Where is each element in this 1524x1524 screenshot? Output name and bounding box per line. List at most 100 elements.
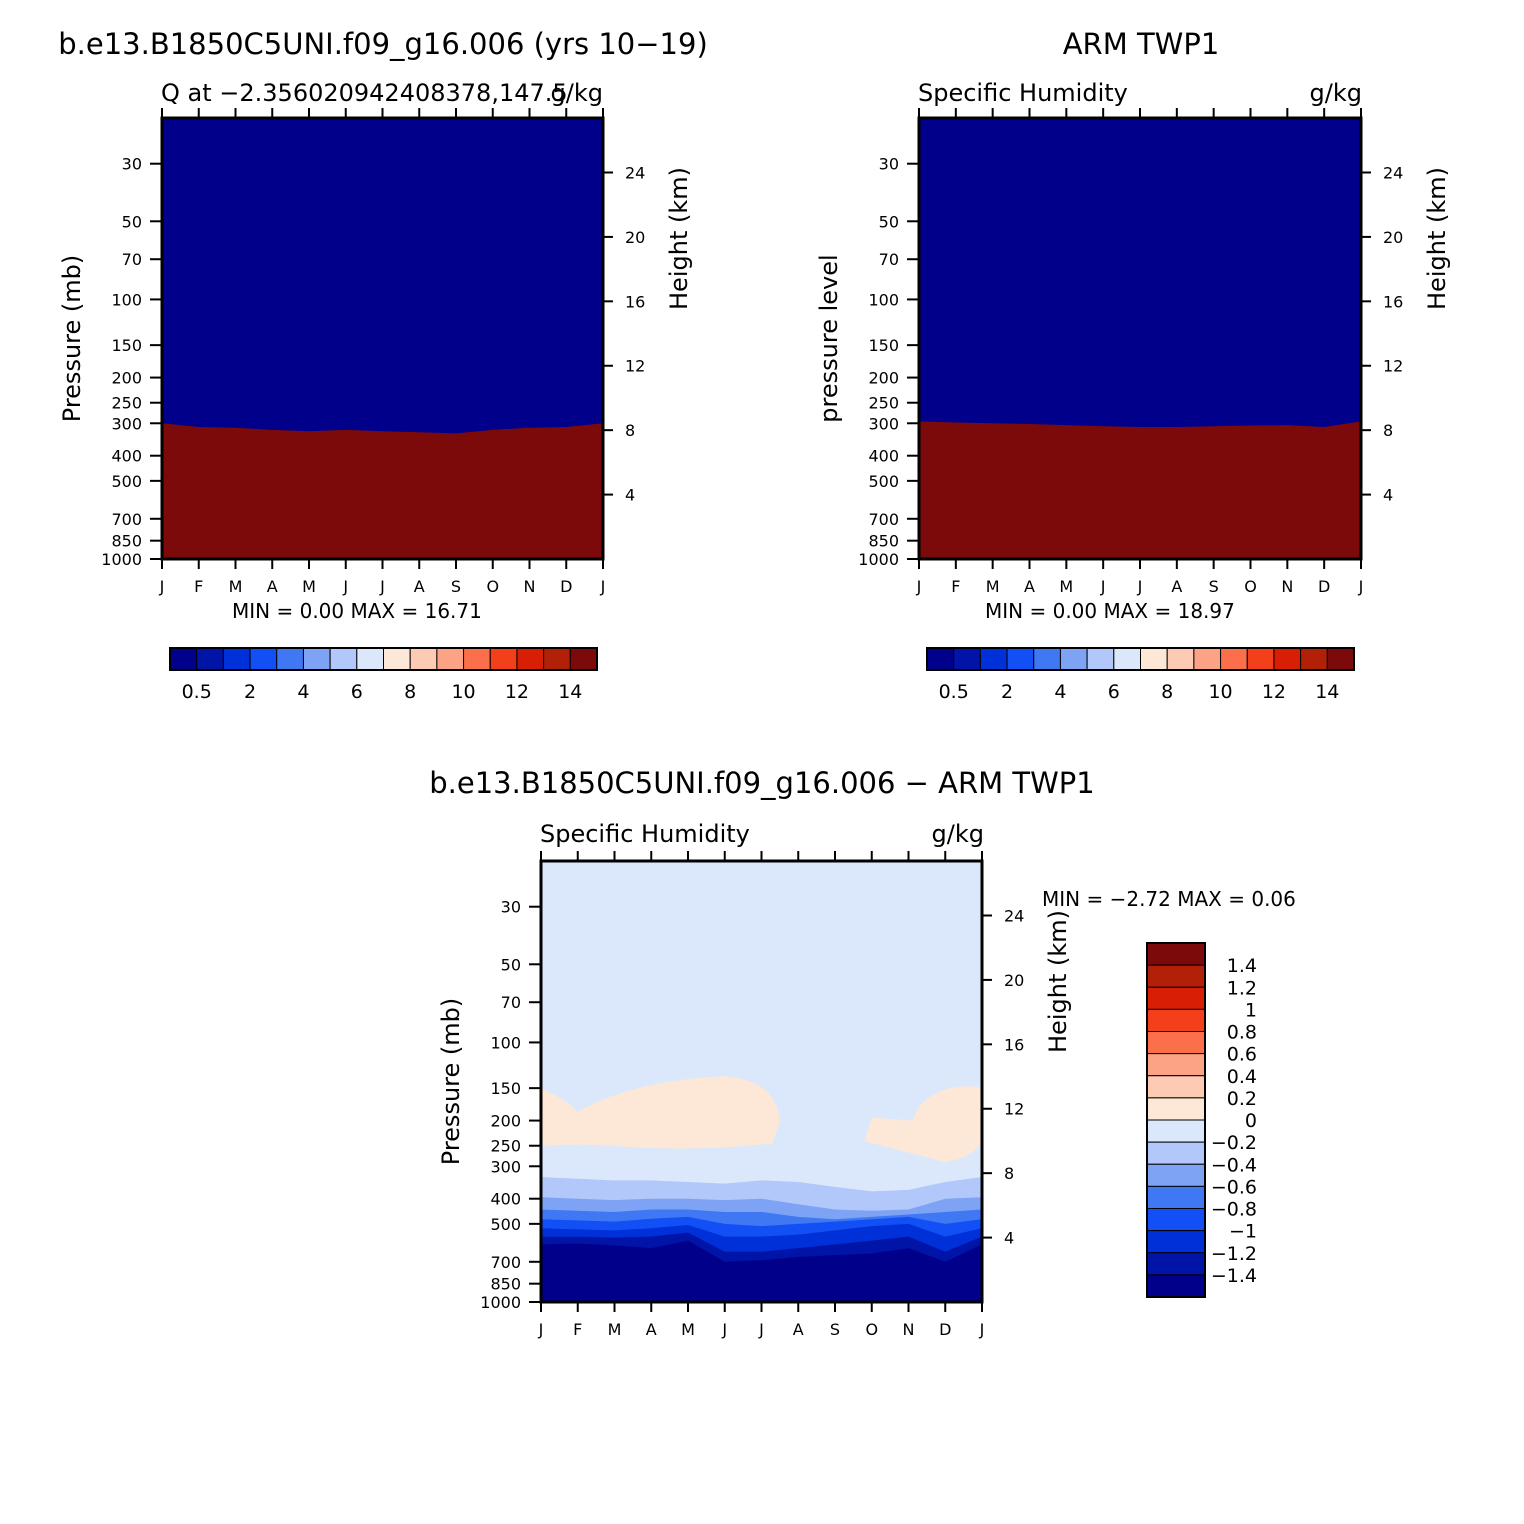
stats-text: MIN = 0.00 MAX = 16.71	[232, 599, 482, 623]
colorbar-cell	[1273, 647, 1302, 671]
colorbar-cell	[543, 647, 571, 671]
y-tick-label: 400	[868, 447, 899, 466]
colorbar-cell	[1146, 986, 1206, 1010]
x-tick-label: J	[538, 1320, 544, 1339]
colorbar-label: 4	[1054, 681, 1066, 703]
y2-tick-label: 20	[1383, 228, 1403, 247]
y-tick-label: 150	[490, 1079, 521, 1098]
x-tick-label: F	[194, 577, 203, 596]
y-tick-label: 500	[490, 1215, 521, 1234]
colorbar-label: −1.4	[1211, 1265, 1257, 1287]
panel-title: ARM TWP1	[1063, 27, 1220, 61]
x-tick-label: O	[486, 577, 499, 596]
y-tick-label: 50	[122, 212, 142, 231]
positive-region	[541, 1076, 780, 1149]
y2-axis-label: Height (km)	[1423, 167, 1451, 310]
x-tick-label: S	[1209, 577, 1219, 596]
colorbar-label: 0.8	[1227, 1022, 1257, 1044]
colorbar-label: 10	[1208, 681, 1232, 703]
x-tick-label: J	[159, 577, 165, 596]
colorbar-cell	[1146, 1097, 1206, 1121]
y2-tick-label: 8	[625, 421, 635, 440]
y-tick-label: 1000	[480, 1293, 521, 1312]
colorbar-cell	[569, 647, 598, 671]
y-tick-label: 200	[868, 369, 899, 388]
colorbar-cell	[1146, 1053, 1206, 1077]
y-tick-label: 700	[111, 510, 142, 529]
colorbar-cell	[1146, 1230, 1206, 1254]
y-tick-label: 150	[111, 336, 142, 355]
colorbar-cell	[1146, 1141, 1206, 1165]
y-tick-label: 700	[490, 1253, 521, 1272]
y-tick-label: 300	[490, 1157, 521, 1176]
panel-title: b.e13.B1850C5UNI.f09_g16.006 − ARM TWP1	[429, 766, 1094, 800]
colorbar-cell	[1059, 647, 1088, 671]
contour-band--1.4	[541, 1240, 982, 1302]
x-tick-label: A	[414, 577, 425, 596]
y-tick-label: 500	[868, 472, 899, 491]
y-tick-label: 250	[868, 394, 899, 413]
x-tick-label: D	[560, 577, 572, 596]
colorbar-cell	[196, 647, 224, 671]
colorbar-cell	[1033, 647, 1061, 671]
x-tick-label: J	[916, 577, 922, 596]
y2-tick-label: 24	[1004, 906, 1024, 925]
x-tick-label: D	[1318, 577, 1330, 596]
colorbar-cell	[1146, 1119, 1206, 1143]
colorbar-cell	[463, 647, 491, 671]
colorbar-cell	[383, 647, 411, 671]
colorbar-label: −0.6	[1211, 1176, 1257, 1198]
colorbar: 0.5 2 4 6 8 10 12 14	[926, 647, 1355, 703]
colorbar-label: 1.4	[1227, 955, 1257, 977]
y2-tick-label: 12	[625, 357, 645, 376]
contour-band-0.5	[162, 423, 603, 559]
y2-axis-label: Height (km)	[1044, 910, 1072, 1053]
y2-tick-label: 16	[1383, 292, 1403, 311]
colorbar-label: −1	[1229, 1221, 1257, 1243]
y-tick-label: 850	[868, 532, 899, 551]
x-tick-label: O	[865, 1320, 878, 1339]
y2-tick-label: 24	[625, 163, 645, 182]
x-tick-label: M	[229, 577, 243, 596]
y2-tick-label: 4	[1004, 1229, 1014, 1248]
y-tick-label: 400	[111, 447, 142, 466]
x-tick-label: A	[793, 1320, 804, 1339]
colorbar-label: 14	[558, 681, 582, 703]
colorbar-cell	[1146, 1075, 1206, 1099]
panel-right-string: g/kg	[1310, 79, 1362, 107]
y-tick-label: 150	[868, 336, 899, 355]
y2-tick-label: 16	[625, 292, 645, 311]
colorbar-cell	[1146, 1208, 1206, 1232]
y-tick-label: 500	[111, 472, 142, 491]
y2-tick-label: 8	[1383, 421, 1393, 440]
y-tick-label: 100	[490, 1033, 521, 1052]
panel-observation: ARM TWP1 Specific Humidity g/kg 30 50 70 10…	[815, 27, 1451, 703]
y-tick-label: 850	[490, 1275, 521, 1294]
y-tick-label: 100	[868, 290, 899, 309]
colorbar-cell	[1146, 1031, 1206, 1055]
panel-left-string: Q at −2.356020942408378,147.5	[161, 79, 568, 107]
stats-text: MIN = −2.72 MAX = 0.06	[1042, 887, 1296, 911]
panel-difference: b.e13.B1850C5UNI.f09_g16.006 − ARM TWP1 …	[429, 766, 1296, 1339]
colorbar-label: 0.2	[1227, 1088, 1257, 1110]
y-tick-label: 70	[501, 993, 521, 1012]
x-tick-label: J	[721, 1320, 727, 1339]
x-tick-label: M	[608, 1320, 622, 1339]
y-tick-label: 250	[490, 1137, 521, 1156]
panel-left-string: Specific Humidity	[918, 79, 1128, 107]
y-axis-label: pressure level	[815, 254, 843, 422]
colorbar-cell	[1140, 647, 1168, 671]
colorbar-label: −0.4	[1211, 1154, 1257, 1176]
y2-tick-label: 20	[625, 228, 645, 247]
x-tick-label: A	[1024, 577, 1035, 596]
x-tick-label: M	[302, 577, 316, 596]
colorbar-cell	[409, 647, 438, 671]
x-tick-label: A	[646, 1320, 657, 1339]
colorbar-cell	[329, 647, 358, 671]
colorbar-label: 1.2	[1227, 977, 1257, 999]
colorbar-cell	[516, 647, 545, 671]
x-tick-label: S	[830, 1320, 840, 1339]
x-tick-label: N	[1281, 577, 1293, 596]
y-tick-label: 300	[868, 414, 899, 433]
